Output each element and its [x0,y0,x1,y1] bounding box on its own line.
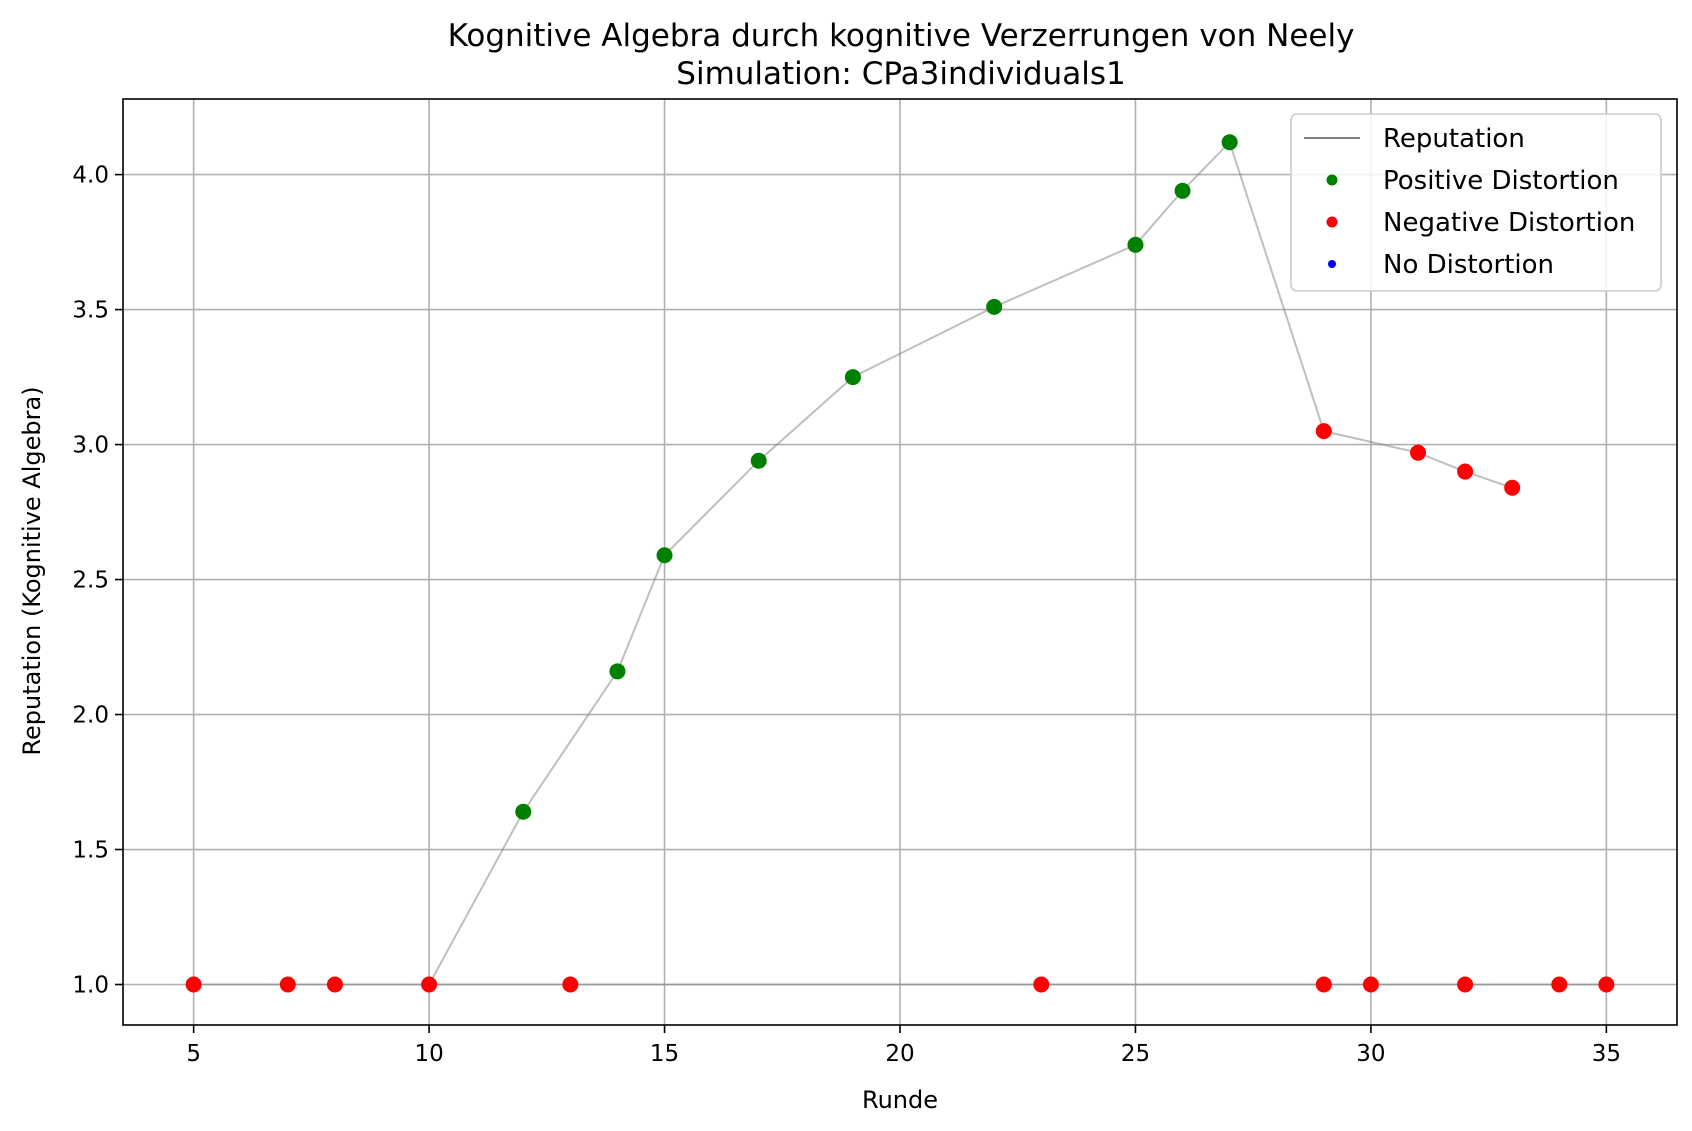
y-tick-label: 3.0 [72,433,109,459]
y-tick-label: 2.5 [72,568,109,594]
positive-distortion-point [986,298,1003,315]
x-tick-label: 15 [650,1041,679,1067]
legend-label-positive: Positive Distortion [1383,166,1619,196]
legend-label-negative: Negative Distortion [1383,208,1635,238]
x-tick-label: 10 [414,1041,443,1067]
y-tick-label: 1.5 [72,838,109,864]
negative-distortion-point [1457,463,1474,480]
negative-distortion-point [1457,976,1474,993]
x-tick-label: 30 [1356,1041,1385,1067]
negative-distortion-point [185,976,202,993]
legend: Reputation Positive Distortion Negative … [1290,113,1662,292]
y-tick-label: 4.0 [72,163,109,189]
y-tick-label: 1.0 [72,973,109,999]
positive-distortion-point [844,369,861,386]
chart-subtitle: Simulation: CPa3individuals1 [676,56,1125,92]
negative-distortion-point [1551,976,1568,993]
negative-distortion-point [326,976,343,993]
positive-distortion-point [609,663,626,680]
distortion-markers [185,134,1615,993]
positive-distortion-point [750,452,767,469]
negative-distortion-point [1362,976,1379,993]
negative-distortion-point [421,976,438,993]
x-tick-label: 35 [1592,1041,1621,1067]
positive-distortion-point [1221,134,1238,151]
x-axis-label: Runde [862,1086,938,1114]
y-tick-label: 2.0 [72,703,109,729]
positive-distortion-point [656,547,673,564]
positive-distortion-point [1174,182,1191,199]
negative-distortion-point [1504,479,1521,496]
legend-label-reputation: Reputation [1383,124,1525,154]
negative-distortion-point [1410,444,1426,461]
y-tick-label: 3.5 [72,298,109,324]
negative-distortion-point [1315,976,1332,993]
positive-distortion-point [1127,236,1144,253]
reputation-line-segment [428,140,1513,985]
negative-distortion-point [1315,423,1332,440]
negative-distortion-point [1033,976,1050,993]
legend-label-none: No Distortion [1383,250,1554,280]
positive-distortion-point [515,803,532,820]
negative-distortion-point [1598,976,1615,993]
x-tick-label: 5 [186,1041,201,1067]
axis-ticks: 5 10 15 20 25 30 35 1.0 1.5 2.0 2.5 3.0 3.5 4.0 [72,163,1621,1067]
legend-marker-none [1328,260,1336,268]
negative-distortion-point [279,976,296,993]
y-axis-label: Reputation (Kognitive Algebra) [18,386,46,755]
x-tick-label: 20 [885,1041,914,1067]
negative-distortion-point [562,976,579,993]
x-tick-label: 25 [1121,1041,1150,1067]
chart-title: Kognitive Algebra durch kognitive Verzer… [448,18,1355,54]
legend-marker-negative [1326,216,1338,228]
legend-box [1290,113,1662,292]
legend-marker-positive [1326,174,1338,186]
